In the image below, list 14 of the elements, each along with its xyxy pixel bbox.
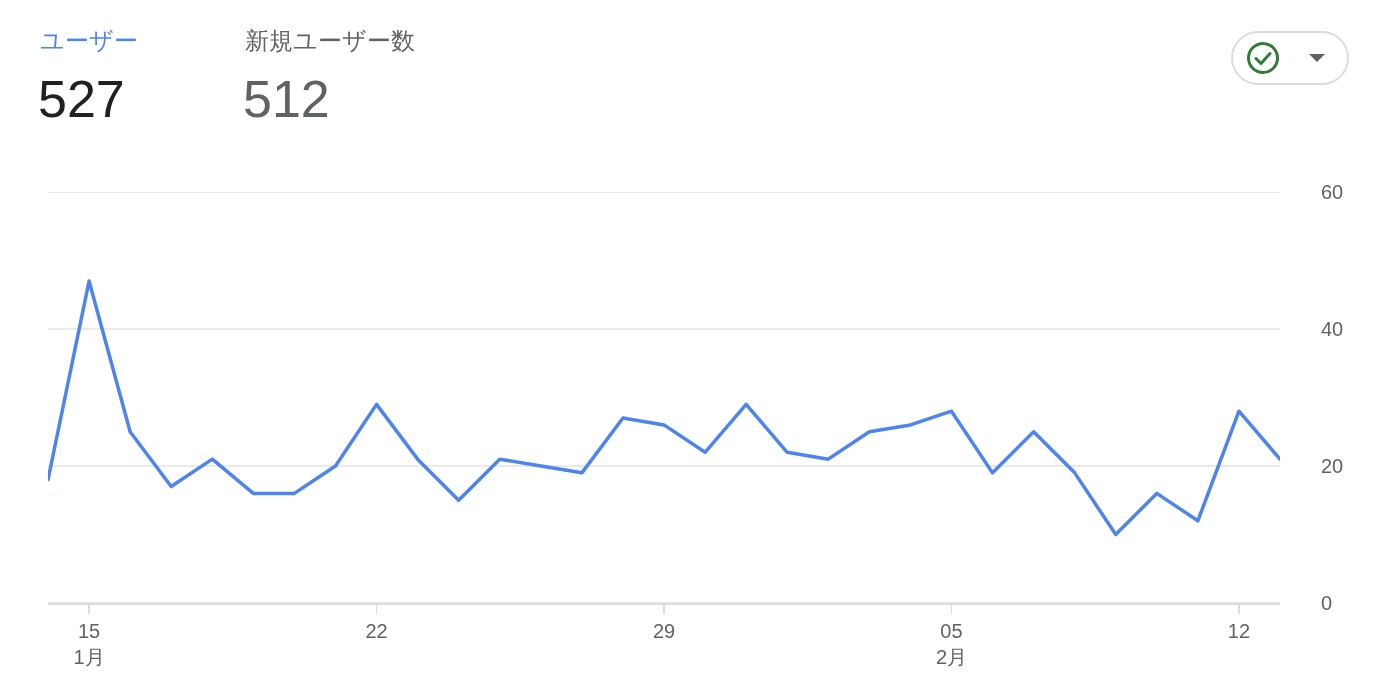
text: 512 [243, 70, 330, 128]
x-tick-label: 22 [365, 619, 388, 642]
y-tick-label: 40 [1321, 318, 1344, 340]
x-tick-label: 15 1月 [73, 619, 105, 668]
x-tick-label: 29 [652, 619, 676, 642]
x-tick-label: 05 2月 [935, 619, 968, 668]
y-tick-label: 20 [1321, 455, 1344, 477]
y-tick-label: 60 [1321, 181, 1344, 203]
y-tick-label: 0 [1321, 592, 1333, 614]
text: 527 [38, 70, 125, 128]
x-tick-label: 12 [1227, 619, 1251, 642]
text: 新規ユーザー数 [245, 26, 415, 56]
text: ユーザー [40, 26, 138, 56]
line-series [48, 279, 1281, 537]
